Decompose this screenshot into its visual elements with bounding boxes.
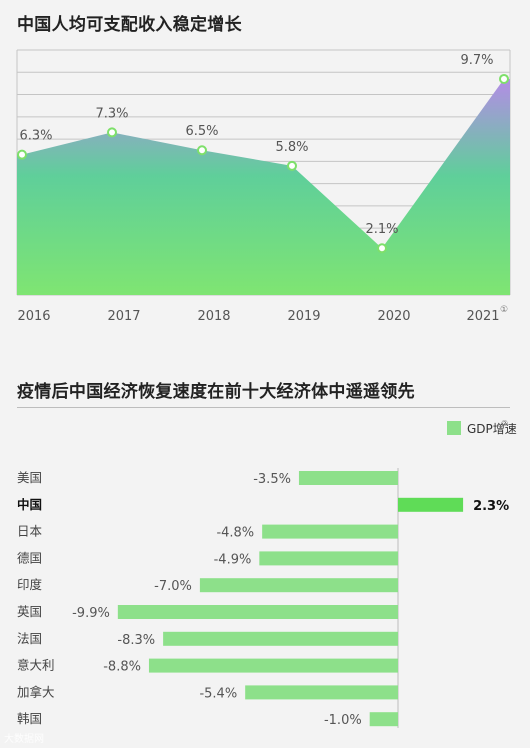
gdp-value-label-美国: -3.5% xyxy=(253,472,291,487)
gdp-title-divider xyxy=(17,407,510,408)
gdp-bar-法国 xyxy=(163,631,398,646)
income-value-label-2020: 2.1% xyxy=(365,222,398,237)
gdp-bar-韩国 xyxy=(369,712,398,727)
income-x-tick-2016: 2016 xyxy=(17,309,50,324)
gdp-value-label-日本: -4.8% xyxy=(216,526,254,541)
income-chart-title: 中国人均可支配收入稳定增长 xyxy=(17,15,242,35)
income-area-chart: 6.3% 7.3% 6.5% 5.8% 2.1% 9.7% 2016 2017 2018 2019… xyxy=(16,49,511,324)
income-value-label-2021: 9.7% xyxy=(460,53,493,68)
gdp-bar-美国 xyxy=(298,471,398,485)
gdp-category-label-意大利: 意大利 xyxy=(17,658,55,673)
legend-swatch xyxy=(447,421,461,435)
income-x-tick-2019: 2019 xyxy=(287,309,320,324)
gdp-bar-英国 xyxy=(117,605,398,619)
gdp-bar-意大利 xyxy=(148,658,398,673)
gdp-category-label-美国: 美国 xyxy=(17,470,42,485)
income-point-2019 xyxy=(287,160,297,171)
income-footnote-marker: ① xyxy=(500,305,508,315)
income-x-tick-2021: 2021 xyxy=(466,309,499,324)
gdp-category-label-日本: 日本 xyxy=(17,524,43,539)
legend-label: GDP增速 xyxy=(467,422,517,436)
income-point-2020 xyxy=(377,243,387,254)
watermark: 大数据网 xyxy=(4,734,44,745)
income-point-2017 xyxy=(107,127,117,138)
legend-marker: ② xyxy=(501,419,508,428)
income-area xyxy=(17,78,510,295)
gdp-category-label-法国: 法国 xyxy=(17,631,42,646)
gdp-category-label-中国: 中国 xyxy=(17,497,42,512)
gdp-bar-德国 xyxy=(259,551,398,566)
gdp-value-label-韩国: -1.0% xyxy=(324,713,362,728)
income-value-label-2016: 6.3% xyxy=(19,129,52,144)
income-point-2018 xyxy=(197,145,207,156)
gdp-value-label-加拿大: -5.4% xyxy=(199,686,237,701)
gdp-category-label-印度: 印度 xyxy=(17,577,43,592)
gdp-value-label-英国: -9.9% xyxy=(72,606,110,621)
income-x-tick-2020: 2020 xyxy=(377,309,410,324)
income-point-2021 xyxy=(499,73,509,84)
gdp-value-label-印度: -7.0% xyxy=(154,579,192,594)
income-value-label-2019: 5.8% xyxy=(275,140,308,155)
gdp-bar-加拿大 xyxy=(245,685,398,700)
gdp-bar-日本 xyxy=(262,524,398,539)
gdp-value-label-意大利: -8.8% xyxy=(103,660,141,675)
gdp-value-label-法国: -8.3% xyxy=(117,633,155,648)
income-x-tick-2018: 2018 xyxy=(197,309,230,324)
gdp-category-label-德国: 德国 xyxy=(17,550,42,565)
gdp-category-label-英国: 英国 xyxy=(17,604,42,619)
gdp-value-label-中国: 2.3% xyxy=(473,499,509,514)
income-x-tick-2017: 2017 xyxy=(107,309,140,324)
income-value-label-2017: 7.3% xyxy=(95,106,128,121)
gdp-bar-印度 xyxy=(199,578,398,593)
income-value-label-2018: 6.5% xyxy=(185,124,218,139)
gdp-bar-中国 xyxy=(398,497,464,512)
gdp-category-label-韩国: 韩国 xyxy=(17,711,42,726)
gdp-value-label-德国: -4.9% xyxy=(214,552,252,567)
income-point-2016 xyxy=(17,149,27,160)
gdp-chart-title: 疫情后中国经济恢复速度在前十大经济体中遥遥领先 xyxy=(17,382,415,402)
gdp-category-label-加拿大: 加拿大 xyxy=(17,684,55,699)
